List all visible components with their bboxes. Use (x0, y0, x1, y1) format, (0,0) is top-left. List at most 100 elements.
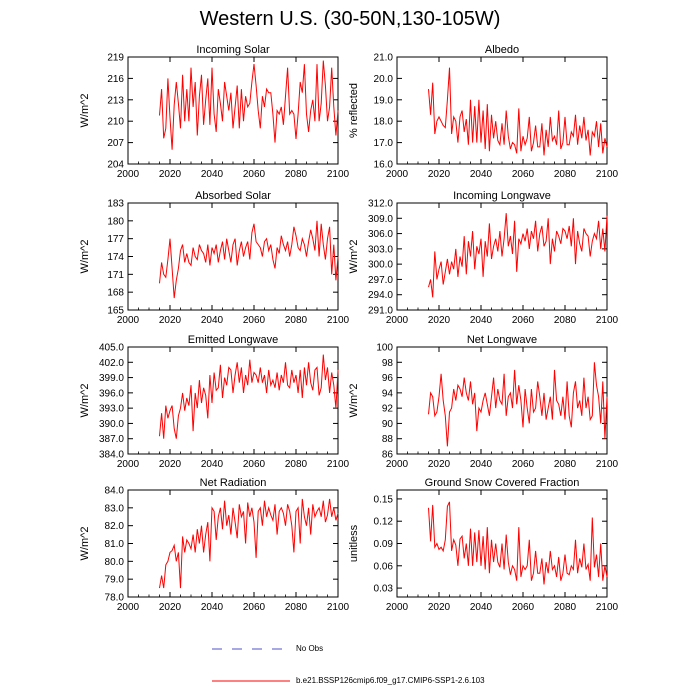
y-tick-label: 96 (382, 373, 394, 384)
x-tick-label: 2060 (243, 315, 266, 326)
y-tick-label: 300.0 (368, 260, 393, 271)
y-tick-label: 21.0 (374, 53, 394, 64)
y-tick-label: 177 (107, 234, 124, 245)
x-tick-label: 2020 (428, 602, 451, 613)
y-axis-label: % reflected (348, 83, 360, 138)
x-tick-label: 2080 (554, 169, 577, 180)
y-tick-label: 88 (382, 434, 394, 445)
panel-title: Incoming Solar (196, 44, 270, 56)
y-tick-label: 78.0 (105, 593, 125, 604)
y-tick-label: 309.0 (368, 214, 393, 225)
y-axis-label: W/m^2 (79, 240, 91, 274)
panel-title: Incoming Longwave (453, 190, 551, 202)
plot-frame (127, 489, 339, 598)
y-tick-label: 82.0 (105, 521, 125, 532)
panel-title: Ground Snow Covered Fraction (425, 477, 580, 489)
x-tick-label: 2100 (327, 602, 350, 613)
y-tick-label: 387.0 (99, 434, 124, 445)
x-tick-label: 2040 (201, 169, 224, 180)
y-tick-label: 291.0 (368, 306, 393, 317)
x-tick-label: 2080 (285, 602, 308, 613)
x-tick-label: 2020 (159, 169, 182, 180)
panel-title: Net Radiation (200, 477, 267, 489)
y-tick-label: 81.0 (105, 539, 125, 550)
x-tick-label: 2020 (428, 459, 451, 470)
x-tick-label: 2000 (117, 459, 140, 470)
series-line (428, 501, 608, 585)
y-tick-label: 19.0 (374, 95, 394, 106)
y-tick-label: 204 (107, 160, 124, 171)
y-tick-label: 405.0 (99, 343, 124, 354)
x-tick-label: 2100 (327, 169, 350, 180)
x-tick-label: 2040 (470, 169, 493, 180)
series-line (159, 60, 339, 150)
series-line (428, 362, 608, 447)
y-tick-label: 16.0 (374, 160, 394, 171)
x-tick-label: 2100 (596, 602, 619, 613)
x-tick-label: 2100 (596, 315, 619, 326)
x-tick-label: 2040 (201, 602, 224, 613)
x-tick-label: 2000 (117, 169, 140, 180)
x-tick-label: 2000 (386, 602, 409, 613)
y-tick-label: 0.09 (374, 539, 394, 550)
y-axis-label: unitless (348, 524, 360, 562)
plot-frame (396, 56, 608, 165)
y-tick-label: 393.0 (99, 404, 124, 415)
x-tick-label: 2000 (386, 459, 409, 470)
y-tick-label: 18.0 (374, 117, 394, 128)
x-tick-label: 2060 (512, 169, 535, 180)
series-line (159, 220, 339, 299)
y-tick-label: 399.0 (99, 373, 124, 384)
x-tick-label: 2000 (117, 315, 140, 326)
x-tick-label: 2080 (285, 315, 308, 326)
x-tick-label: 2060 (243, 459, 266, 470)
x-tick-label: 2020 (159, 602, 182, 613)
panel-title: Absorbed Solar (195, 190, 271, 202)
y-axis-label: W/m^2 (79, 94, 91, 128)
chart-panel-7: Net Radiation W/m^2 2000 2020 2040 2060 2080 21… (79, 477, 350, 613)
y-tick-label: 92 (382, 404, 394, 415)
y-tick-label: 297.0 (368, 275, 393, 286)
x-tick-label: 2040 (470, 602, 493, 613)
x-tick-label: 2020 (159, 459, 182, 470)
y-axis-label: W/m^2 (79, 527, 91, 561)
x-tick-label: 2080 (554, 459, 577, 470)
x-tick-label: 2060 (512, 459, 535, 470)
panel-title: Emitted Longwave (188, 334, 279, 346)
legend-obs-label: No Obs (296, 644, 324, 653)
figure-title: Western U.S. (30-50N,130-105W) (199, 8, 501, 30)
y-tick-label: 83.0 (105, 503, 125, 514)
x-tick-label: 2020 (428, 315, 451, 326)
y-tick-label: 174 (107, 252, 124, 263)
x-tick-label: 2020 (159, 315, 182, 326)
x-tick-label: 2100 (596, 459, 619, 470)
y-tick-label: 168 (107, 288, 124, 299)
x-tick-label: 2080 (285, 169, 308, 180)
x-tick-label: 2040 (201, 315, 224, 326)
chart-panel-5: Emitted Longwave W/m^2 2000 2020 2040 2060 208… (79, 334, 350, 470)
x-tick-label: 2100 (327, 315, 350, 326)
y-tick-label: 80.0 (105, 557, 125, 568)
series-line (159, 498, 339, 589)
x-tick-label: 2060 (243, 169, 266, 180)
y-tick-label: 90 (382, 419, 394, 430)
x-tick-label: 2000 (117, 602, 140, 613)
chart-panel-2: Albedo % reflected 2000 2020 2040 2060 2080 210… (348, 44, 619, 180)
y-tick-label: 100 (376, 343, 393, 354)
y-tick-label: 312.0 (368, 199, 393, 210)
x-tick-label: 2080 (554, 602, 577, 613)
y-tick-label: 0.15 (374, 494, 394, 505)
x-tick-label: 2100 (596, 169, 619, 180)
y-tick-label: 207 (107, 138, 124, 149)
series-line (428, 67, 608, 156)
chart-panel-6: Net Longwave W/m^2 2000 2020 2040 2060 2080 210… (348, 334, 619, 470)
y-tick-label: 0.12 (374, 517, 394, 528)
y-tick-label: 213 (107, 95, 124, 106)
legend-model-label: b.e21.BSSP126cmip6.f09_g17.CMIP6-SSP1-2.… (296, 676, 485, 685)
x-tick-label: 2080 (554, 315, 577, 326)
plot-frame (127, 346, 339, 455)
y-tick-label: 306.0 (368, 229, 393, 240)
chart-panel-3: Absorbed Solar W/m^2 2000 2020 2040 2060 2080 2… (79, 190, 350, 326)
y-tick-label: 396.0 (99, 388, 124, 399)
panel-title: Net Longwave (467, 334, 537, 346)
